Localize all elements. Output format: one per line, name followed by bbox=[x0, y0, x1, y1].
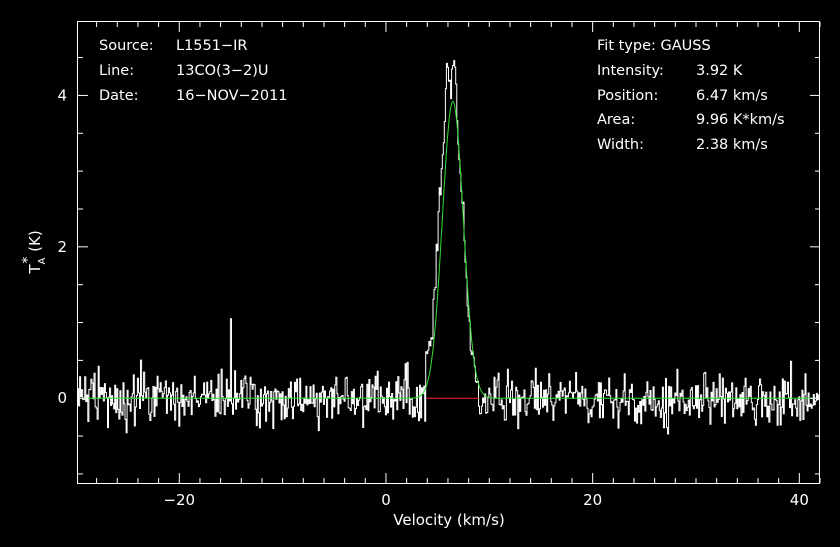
header-right: Fit type: GAUSS Intensity: 3.92 K Positi… bbox=[597, 38, 785, 153]
y-tick-label: 2 bbox=[57, 238, 67, 256]
x-tick-label: −20 bbox=[163, 491, 195, 509]
plot-frame bbox=[77, 21, 820, 484]
gaussian-fit-line bbox=[78, 100, 820, 399]
spectrum-series bbox=[78, 60, 820, 435]
intensity-value: 3.92 K bbox=[696, 63, 743, 79]
fit-type: Fit type: GAUSS bbox=[597, 38, 711, 54]
y-axis-label-tail: (K) bbox=[26, 230, 44, 256]
plot-area bbox=[78, 60, 820, 435]
source-key: Source: bbox=[99, 38, 154, 54]
area-key: Area: bbox=[597, 112, 635, 128]
x-axis-label: Velocity (km/s) bbox=[393, 511, 504, 529]
y-tick-label: 0 bbox=[57, 389, 67, 407]
position-key: Position: bbox=[597, 88, 658, 104]
x-tick-label: 20 bbox=[583, 491, 602, 509]
y-axis-label-sub: A bbox=[37, 257, 48, 264]
axis-ticks: −20 0 20 40 0 2 4 bbox=[57, 22, 821, 509]
line-value: 13CO(3−2)U bbox=[176, 63, 269, 79]
position-value: 6.47 km/s bbox=[696, 88, 768, 104]
intensity-key: Intensity: bbox=[597, 63, 664, 79]
width-value: 2.38 km/s bbox=[696, 137, 768, 153]
width-key: Width: bbox=[597, 137, 644, 153]
x-tick-label: 40 bbox=[790, 491, 809, 509]
line-key: Line: bbox=[99, 63, 134, 79]
date-key: Date: bbox=[99, 88, 139, 104]
y-axis-label: TA* (K) bbox=[20, 230, 48, 274]
x-tick-label: 0 bbox=[381, 491, 391, 509]
area-value: 9.96 K*km/s bbox=[696, 112, 785, 128]
y-axis-label-main: T bbox=[26, 264, 44, 275]
y-tick-label: 4 bbox=[57, 86, 67, 104]
date-value: 16−NOV−2011 bbox=[176, 88, 288, 104]
header-left: Source: L1551−IR Line: 13CO(3−2)U Date: … bbox=[99, 38, 288, 104]
source-value: L1551−IR bbox=[176, 38, 247, 54]
y-axis-label-sup: * bbox=[20, 257, 36, 264]
